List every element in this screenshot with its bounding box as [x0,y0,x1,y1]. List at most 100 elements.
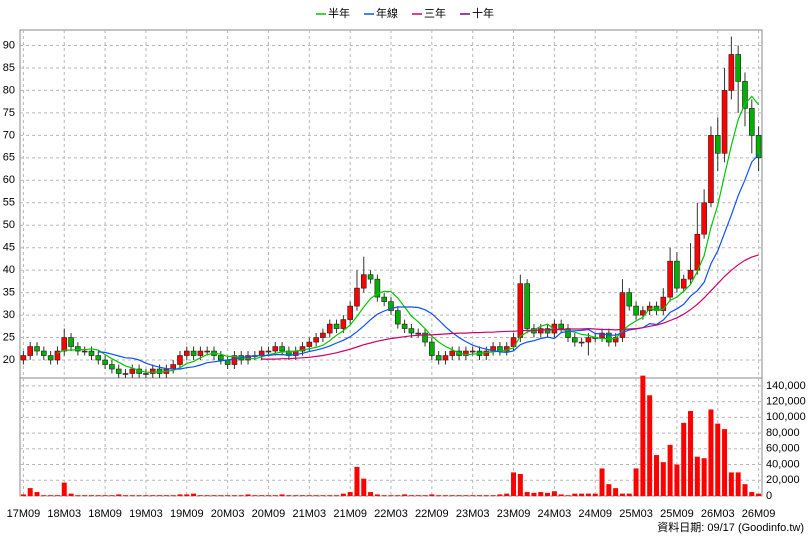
volume-bar [368,492,374,496]
candle-body [660,296,667,311]
candle-body [708,135,714,204]
volume-bar [449,495,455,496]
volume-bar [238,495,244,496]
candle-body [129,368,136,374]
volume-tick-label: 140,000 [766,380,806,392]
candle-body [571,337,578,343]
candle-body [258,350,265,356]
candle-body [374,278,381,298]
candle-body [47,355,54,361]
candle-body [279,346,285,352]
candle-body [333,323,340,329]
candle-body [88,350,95,356]
candle-body [626,292,633,307]
candle-body [748,108,755,136]
candle-body [442,355,449,361]
candle-body [742,81,748,109]
volume-bar [334,495,340,496]
volume-tick-label: 120,000 [766,396,806,408]
volume-bar [48,495,54,496]
candle-body [54,350,61,361]
candle-body [143,373,149,375]
candle-body [735,54,741,82]
volume-bar [722,429,728,496]
volume-bar [245,494,251,496]
volume-bar [231,495,237,496]
volume-bar [749,492,755,496]
candle-body [537,328,544,334]
volume-bar [511,472,517,496]
y-tick-label: 25 [3,331,15,343]
volume-bar [558,494,564,496]
volume-bar [129,495,135,496]
ma-line [98,154,760,370]
volume-bar [184,494,190,496]
volume-bar [422,495,428,496]
volume-bar [728,472,734,496]
x-tick-label: 22M09 [415,508,449,520]
y-tick-label: 20 [3,354,15,366]
volume-bar [354,466,360,496]
volume-bar [524,492,530,496]
volume-bar [82,495,88,496]
x-tick-label: 19M03 [129,508,163,520]
volume-bar [538,492,544,496]
candle-body [599,332,605,338]
x-tick-label: 23M03 [456,508,490,520]
candle-body [422,332,428,343]
candle-body [272,346,279,352]
candle-body [408,328,415,334]
volume-tick-label: 100,000 [766,411,806,423]
volume-bar [252,495,258,496]
candle-body [360,274,367,289]
volume-bar [279,494,285,496]
volume-bar [551,491,557,496]
y-tick-label: 50 [3,219,15,231]
candle-body [435,355,442,361]
volume-bar [95,495,101,496]
candle-body [640,310,646,316]
volume-bar [585,493,591,496]
volume-bar [599,468,605,496]
volume-bar [647,395,653,496]
volume-bar [150,495,156,496]
volume-bar [592,493,598,496]
candle-body [156,368,163,374]
volume-tick-label: 80,000 [766,427,800,439]
legend-label: 半年 [328,6,350,20]
candle-body [81,350,88,353]
candle-body [197,350,204,356]
candle-body [674,260,680,289]
x-tick-label: 24M09 [578,508,612,520]
y-tick-label: 65 [3,152,15,164]
volume-bar [476,495,482,496]
volume-bar [374,494,380,496]
volume-bar [191,493,197,496]
volume-bar [109,495,115,496]
candle-body [61,337,68,352]
volume-bar [436,495,442,496]
candle-body [687,269,694,280]
volume-bar [633,468,639,496]
volume-bar [667,444,673,496]
candle-body [313,337,319,343]
candle-body [680,278,687,289]
y-tick-label: 40 [3,264,15,276]
y-tick-label: 75 [3,107,15,119]
volume-bar [402,494,408,496]
volume-bar [640,375,646,496]
volume-bar [211,495,217,496]
volume-bar [75,495,81,496]
volume-bar [204,495,210,496]
volume-bar [395,495,401,496]
candle-body [218,355,224,361]
volume-bar [660,462,666,496]
candle-body [190,350,197,356]
candle-body [347,305,353,320]
candle-body [415,332,422,335]
candle-body [34,346,40,352]
volume-bar [157,495,163,496]
candle-body [41,350,47,356]
candle-body [524,283,530,329]
